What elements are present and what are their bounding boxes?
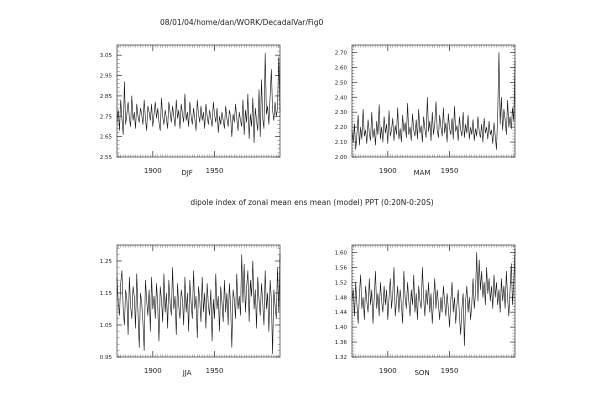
son-season-label: SON	[414, 369, 429, 377]
son-y-tick-label: 1.56	[335, 265, 348, 271]
jja-frame	[116, 244, 281, 358]
jja-x-tick-label: 1950	[206, 367, 224, 375]
son-y-tick-label: 1.60	[335, 250, 348, 256]
mam-y-tick-label: 2.30	[335, 110, 348, 116]
djf-x-tick-label: 1900	[144, 167, 162, 175]
mam-season-label: MAM	[414, 169, 431, 177]
jja-panel: 1900 1950 0.95 1.05 1.15 1.25 JJA	[100, 244, 281, 377]
djf-frame	[116, 44, 281, 158]
mam-x-tick-label: 1900	[379, 167, 397, 175]
jja-y-tick-label: 1.05	[100, 323, 113, 329]
mam-y-tick-label: 2.10	[335, 140, 348, 146]
mam-y-tick-label: 2.20	[335, 125, 348, 131]
jja-y-tick-label: 1.15	[100, 291, 113, 297]
djf-y-tick-label: 3.05	[100, 53, 113, 59]
djf-x-tick-label: 1950	[206, 167, 224, 175]
jja-x-tick-label: 1900	[144, 367, 162, 375]
djf-y-tick-label: 2.65	[100, 135, 113, 141]
mam-frame	[351, 44, 516, 158]
mam-y-tick-label: 2.40	[335, 95, 348, 101]
son-x-tick-label: 1900	[379, 367, 397, 375]
mam-panel: 1900 1950 2.00 2.10 2.20 2.30 2.40 2.50 2.60 2.70…	[335, 44, 516, 177]
son-x-tick-label: 1950	[441, 367, 459, 375]
mam-y-tick-label: 2.00	[335, 155, 348, 161]
file-path-header: 08/01/04/home/dan/WORK/DecadalVar/Fig0	[160, 18, 324, 27]
son-y-tick-label: 1.40	[335, 325, 348, 331]
son-y-tick-label: 1.48	[335, 295, 348, 301]
djf-panel: 1900 1950 2.55 2.65 2.75 2.85 2.95 3.05 DJF	[100, 44, 281, 177]
djf-y-tick-label: 2.75	[100, 114, 113, 120]
son-y-tick-label: 1.36	[335, 340, 348, 346]
jja-y-tick-label: 0.95	[100, 355, 113, 361]
djf-y-tick-label: 2.95	[100, 74, 113, 80]
mam-x-tick-label: 1950	[441, 167, 459, 175]
son-panel: 1900 1950 1.32 1.36 1.40 1.44 1.48 1.52 1.56 1.60…	[335, 244, 516, 377]
jja-season-label: JJA	[182, 369, 192, 377]
son-y-tick-label: 1.32	[335, 355, 347, 361]
mam-series-line	[351, 52, 516, 150]
mam-y-tick-label: 2.50	[335, 80, 348, 86]
son-y-tick-label: 1.52	[335, 280, 347, 286]
jja-y-tick-label: 1.25	[100, 259, 113, 265]
mam-y-tick-label: 2.70	[335, 50, 348, 56]
djf-season-label: DJF	[181, 169, 192, 177]
djf-y-tick-label: 2.85	[100, 94, 113, 100]
mam-y-tick-label: 2.60	[335, 65, 348, 71]
djf-series-line	[116, 52, 281, 144]
jja-series-line	[116, 254, 281, 355]
son-series-line	[351, 248, 516, 347]
son-y-tick-label: 1.44	[335, 310, 348, 316]
figure-caption: dipole index of zonal mean ens mean (mod…	[190, 198, 433, 207]
djf-y-tick-label: 2.55	[100, 155, 113, 161]
